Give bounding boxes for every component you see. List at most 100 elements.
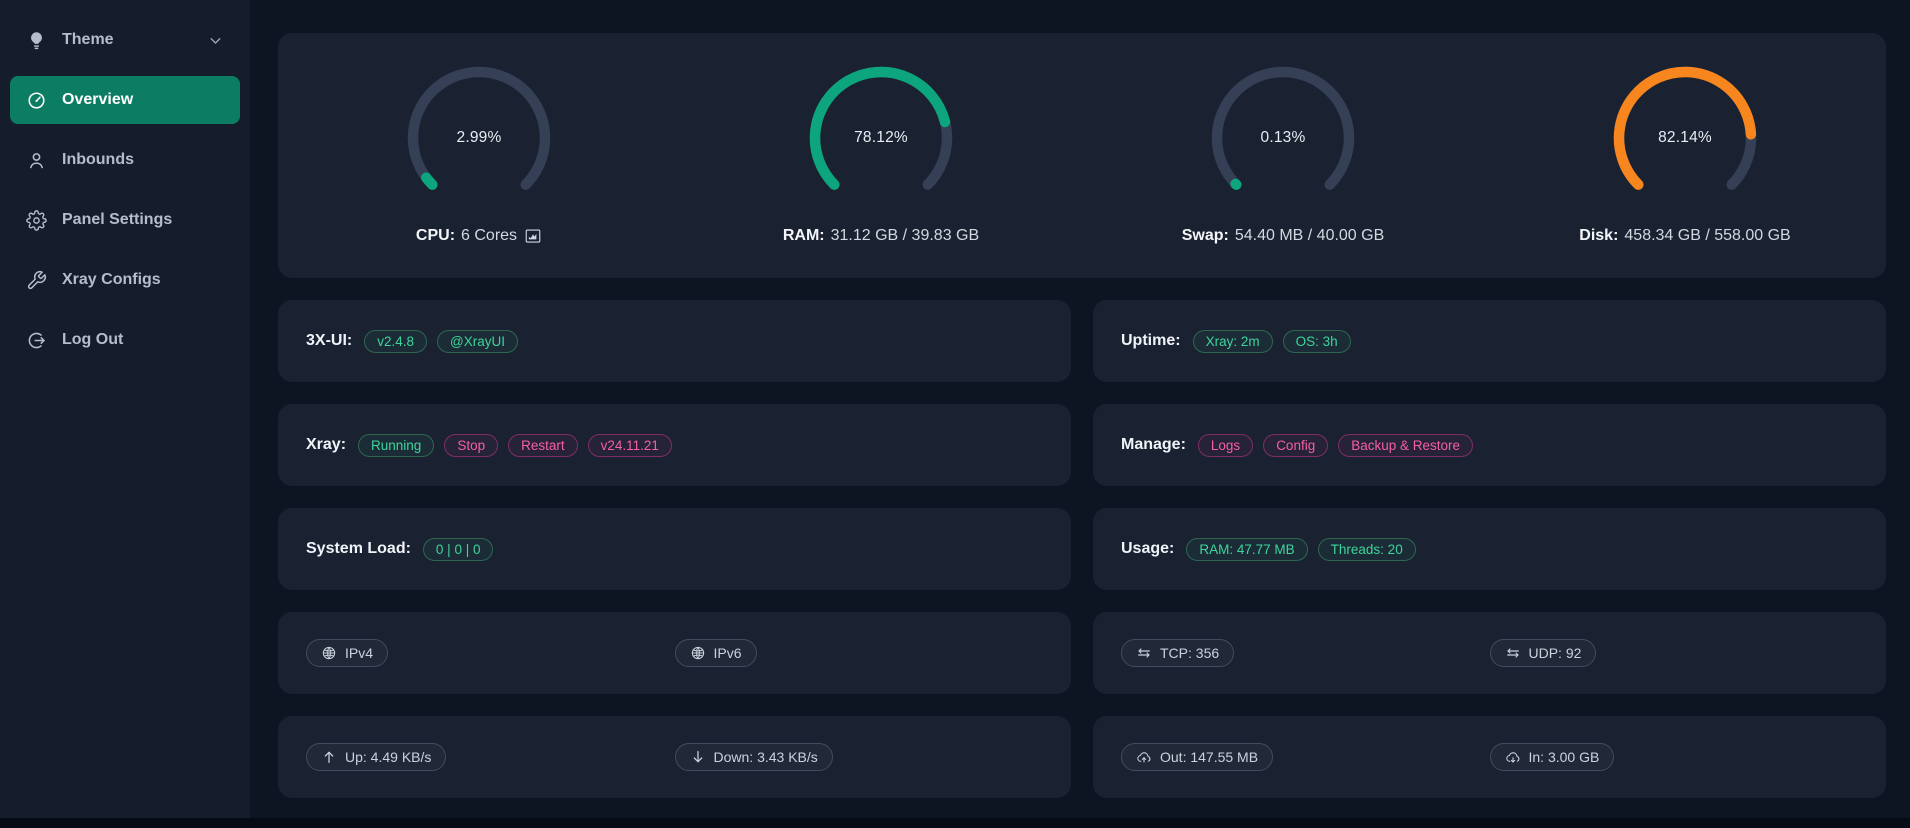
uptime-xray-badge: Xray: 2m xyxy=(1192,329,1273,353)
xray-version-badge[interactable]: v24.11.21 xyxy=(587,433,672,457)
gear-icon xyxy=(26,209,47,231)
system-load-badge: 0 | 0 | 0 xyxy=(422,537,494,561)
ram-gauge-ring: 78.12% xyxy=(806,63,956,213)
sidebar-item-label: Overview xyxy=(62,91,134,108)
cloud-down-icon xyxy=(1505,749,1521,765)
xray-restart-button[interactable]: Restart xyxy=(508,433,578,457)
wrench-icon xyxy=(26,270,47,291)
swap-gauge-label-value: 54.40 MB / 40.00 GB xyxy=(1234,227,1385,244)
disk-gauge-label-value: 458.34 GB / 558.00 GB xyxy=(1624,227,1791,244)
down-arrow-icon xyxy=(690,749,706,765)
sidebar-item-label: Theme xyxy=(62,31,114,48)
globe-icon xyxy=(321,645,337,661)
up-arrow-icon xyxy=(321,749,337,765)
manage-card: Manage: Logs Config Backup & Restore xyxy=(1093,404,1886,486)
connections-card-cell: TCP: 356 xyxy=(1093,639,1490,667)
tcp-count-pill: TCP: 356 xyxy=(1121,639,1235,667)
udp-count-pill-text: UDP: 92 xyxy=(1528,645,1582,661)
sidebar-item-label: Panel Settings xyxy=(62,211,173,228)
traffic-card: Out: 147.55 MB In: 3.00 GB xyxy=(1093,716,1886,798)
sidebar-item-label: Xray Configs xyxy=(62,271,161,288)
ram-gauge-value: 78.12% xyxy=(854,129,908,146)
tcp-count-pill-text: TCP: 356 xyxy=(1160,645,1220,661)
disk-gauge-ring: 82.14% xyxy=(1610,63,1760,213)
usage-card: Usage: RAM: 47.77 MB Threads: 20 xyxy=(1093,508,1886,590)
sidebar-item-overview[interactable]: Overview xyxy=(10,76,240,124)
xui-version-card: 3X-UI: v2.4.8 @XrayUI xyxy=(278,300,1071,382)
ram-gauge-label: RAM: 31.12 GB / 39.83 GB xyxy=(783,227,979,245)
swap-gauge-ring: 0.13% xyxy=(1208,63,1358,213)
sidebar-item-xray-configs[interactable]: Xray Configs xyxy=(10,256,240,304)
ip-card-cell: IPv6 xyxy=(674,639,1072,667)
sidebar-item-log-out[interactable]: Log Out xyxy=(10,316,240,364)
ipv4-pill[interactable]: IPv4 xyxy=(306,639,389,667)
cloud-up-icon xyxy=(1136,749,1152,765)
manage-card-label: Manage: xyxy=(1121,436,1186,453)
uptime-os-badge: OS: 3h xyxy=(1282,329,1351,353)
xray-status-badge: Running xyxy=(358,433,435,457)
swap-gauge-label: Swap: 54.40 MB / 40.00 GB xyxy=(1182,227,1385,245)
disk-gauge-label-key: Disk: xyxy=(1579,227,1619,244)
cpu-gauge: 2.99% CPU: 6 Cores xyxy=(278,63,680,245)
xui-telegram-badge[interactable]: @XrayUI xyxy=(437,329,518,353)
ram-gauge: 78.12% RAM: 31.12 GB / 39.83 GB xyxy=(680,63,1082,245)
upload-speed-pill-text: Up: 4.49 KB/s xyxy=(345,749,432,765)
ip-card: IPv4 IPv6 xyxy=(278,612,1071,694)
system-load-card: System Load: 0 | 0 | 0 xyxy=(278,508,1071,590)
usage-card-label: Usage: xyxy=(1121,540,1175,557)
sidebar-item-label: Inbounds xyxy=(62,151,134,168)
cpu-gauge-svg xyxy=(407,66,551,190)
speed-card-cell: Down: 3.43 KB/s xyxy=(674,743,1072,771)
ram-gauge-label-value: 31.12 GB / 39.83 GB xyxy=(830,227,980,244)
disk-gauge-value: 82.14% xyxy=(1658,129,1712,146)
traffic-out-pill-text: Out: 147.55 MB xyxy=(1160,749,1259,765)
connections-card: TCP: 356 UDP: 92 xyxy=(1093,612,1886,694)
xui-version-card-label: 3X-UI: xyxy=(306,332,353,349)
ip-card-cell: IPv4 xyxy=(278,639,675,667)
traffic-in-pill: In: 3.00 GB xyxy=(1489,743,1615,771)
disk-gauge: 82.14% Disk: 458.34 GB / 558.00 GB xyxy=(1484,63,1886,245)
chevron-down-icon xyxy=(207,32,224,49)
disk-gauge-label: Disk: 458.34 GB / 558.00 GB xyxy=(1579,227,1790,245)
cpu-gauge-label-key: CPU: xyxy=(415,227,456,244)
swap-gauge: 0.13% Swap: 54.40 MB / 40.00 GB xyxy=(1082,63,1484,245)
ipv4-pill-text: IPv4 xyxy=(345,645,374,661)
logout-icon xyxy=(26,330,47,351)
cpu-gauge-ring: 2.99% xyxy=(404,63,554,213)
speed-card: Up: 4.49 KB/s Down: 3.43 KB/s xyxy=(278,716,1071,798)
main-content: 2.99% CPU: 6 Cores 78.12% RAM: 31.12 GB / 39.… xyxy=(250,0,1910,818)
status-rows: 3X-UI: v2.4.8 @XrayUI Uptime: Xray: 2m OS: 3h… xyxy=(278,300,1886,798)
sidebar-item-theme[interactable]: Theme xyxy=(10,16,240,64)
user-icon xyxy=(26,150,47,171)
usage-ram-badge: RAM: 47.77 MB xyxy=(1186,537,1308,561)
connections-card-cell: UDP: 92 xyxy=(1489,639,1887,667)
usage-threads-badge: Threads: 20 xyxy=(1317,537,1416,561)
disk-gauge-svg xyxy=(1613,66,1757,190)
uptime-card: Uptime: Xray: 2m OS: 3h xyxy=(1093,300,1886,382)
chart-icon[interactable] xyxy=(524,227,542,245)
uptime-card-label: Uptime: xyxy=(1121,332,1181,349)
udp-count-pill: UDP: 92 xyxy=(1489,639,1597,667)
config-button[interactable]: Config xyxy=(1263,433,1329,457)
transfer-icon xyxy=(1136,645,1152,661)
cpu-gauge-value: 2.99% xyxy=(456,129,502,146)
transfer-icon xyxy=(1505,645,1521,661)
xray-stop-button[interactable]: Stop xyxy=(444,433,499,457)
system-load-card-label: System Load: xyxy=(306,540,411,557)
lightbulb-icon xyxy=(26,30,47,51)
ram-gauge-svg xyxy=(809,66,953,190)
sidebar-item-panel-settings[interactable]: Panel Settings xyxy=(10,196,240,244)
globe-icon xyxy=(690,645,706,661)
speed-card-cell: Up: 4.49 KB/s xyxy=(278,743,675,771)
sidebar-item-inbounds[interactable]: Inbounds xyxy=(10,136,240,184)
upload-speed-pill: Up: 4.49 KB/s xyxy=(306,743,447,771)
cpu-gauge-label: CPU: 6 Cores xyxy=(416,227,542,245)
xui-version-badge[interactable]: v2.4.8 xyxy=(364,329,428,353)
ipv6-pill[interactable]: IPv6 xyxy=(674,639,757,667)
backup-restore-button[interactable]: Backup & Restore xyxy=(1338,433,1474,457)
sidebar: Theme Overview Inbounds Panel Settings Xray … xyxy=(0,0,250,818)
xray-card: Xray: Running Stop Restart v24.11.21 xyxy=(278,404,1071,486)
ram-gauge-label-key: RAM: xyxy=(782,227,825,244)
logs-button[interactable]: Logs xyxy=(1197,433,1254,457)
